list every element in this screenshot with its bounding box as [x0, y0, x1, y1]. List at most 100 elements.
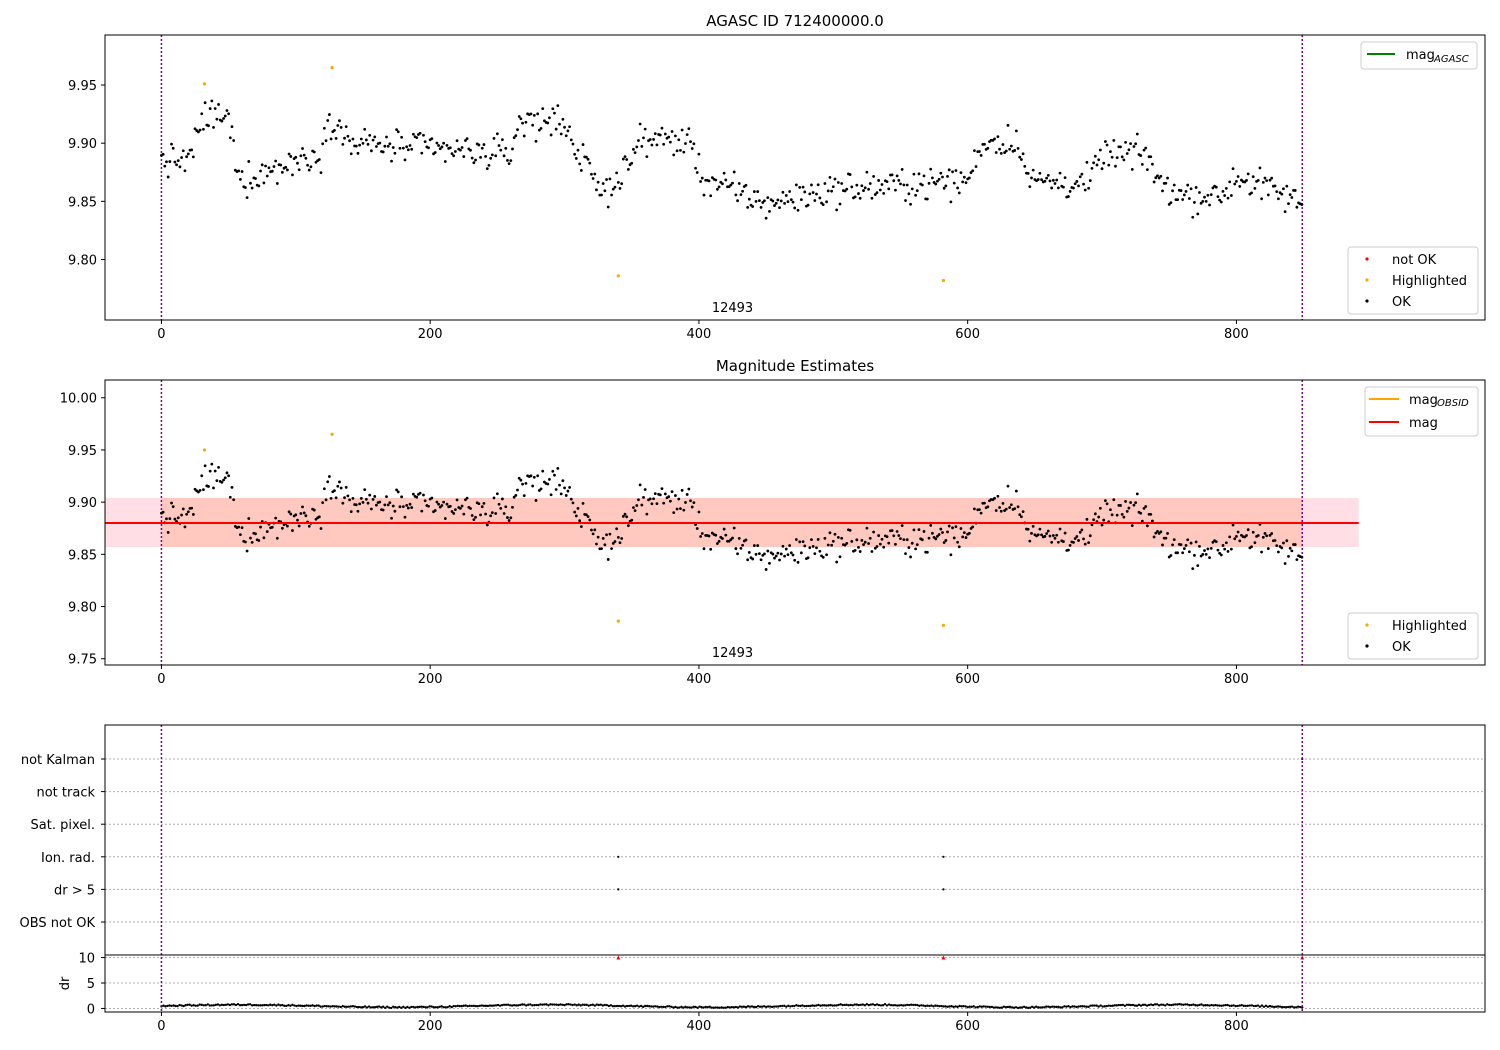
ok-point	[358, 502, 362, 506]
ok-point	[776, 551, 780, 555]
ok-point	[497, 144, 501, 147]
dr-point	[682, 1006, 685, 1009]
dr-point	[1111, 1004, 1114, 1007]
dr-point	[412, 1005, 415, 1009]
ok-point	[296, 161, 299, 165]
dr-point	[347, 1005, 351, 1008]
ok-point	[858, 196, 862, 200]
ok-point	[569, 138, 573, 142]
ok-point	[934, 182, 938, 186]
ok-point	[1224, 187, 1228, 190]
ok-point	[176, 159, 180, 163]
ok-point	[237, 525, 241, 529]
dr-point	[210, 1004, 214, 1007]
ok-point	[912, 528, 916, 532]
ok-point	[591, 177, 595, 180]
ok-point	[423, 499, 427, 503]
ok-point	[408, 502, 412, 506]
ok-point	[312, 150, 316, 154]
dr-point	[1012, 1006, 1016, 1009]
ok-point	[816, 183, 820, 187]
ok-point	[563, 486, 566, 490]
dr-point	[946, 1005, 949, 1008]
ok-point	[632, 147, 635, 151]
ok-point	[321, 501, 325, 505]
ok-point	[1245, 534, 1248, 537]
ok-point	[680, 128, 684, 132]
ok-point	[821, 203, 825, 207]
ok-point	[482, 501, 486, 505]
ok-point	[1120, 512, 1124, 516]
dr-point	[1028, 1006, 1032, 1009]
ok-point	[1006, 484, 1010, 488]
ok-point	[1062, 185, 1065, 189]
ok-point	[1218, 551, 1222, 555]
ok-point	[1290, 196, 1294, 199]
dr-point	[1004, 1005, 1008, 1009]
dr-point	[1085, 1005, 1088, 1008]
ok-point	[979, 511, 983, 515]
dr-point	[549, 1003, 552, 1006]
ok-point	[336, 484, 340, 488]
ok-point	[561, 479, 565, 483]
dr-point	[603, 1003, 607, 1007]
dr-point	[186, 1003, 189, 1007]
dr-point	[899, 1003, 903, 1007]
dr-point	[889, 1003, 893, 1007]
ok-point	[202, 488, 205, 492]
ok-point	[484, 154, 488, 158]
dr-point	[1250, 1004, 1254, 1007]
ok-point	[435, 141, 439, 145]
ok-point	[1127, 506, 1131, 510]
dr-point	[924, 1004, 927, 1008]
ok-point	[306, 163, 309, 167]
ok-point	[554, 127, 558, 131]
ok-point	[920, 183, 924, 187]
ok-point	[974, 165, 978, 168]
ok-point	[1290, 549, 1294, 553]
ok-point	[1149, 155, 1153, 159]
ok-point	[297, 168, 301, 172]
ok-point	[590, 172, 593, 176]
dr-point	[942, 1005, 945, 1008]
ok-point	[1151, 519, 1154, 523]
ok-point	[1142, 506, 1146, 510]
ok-point	[747, 551, 751, 554]
dr-point	[371, 1006, 375, 1009]
dr-point	[591, 1003, 594, 1006]
ok-point	[716, 187, 719, 191]
ok-point	[227, 112, 231, 116]
ok-point	[783, 201, 786, 205]
dr-point	[510, 1004, 514, 1007]
dr-point	[248, 1003, 252, 1006]
dr-point	[994, 1006, 998, 1009]
dr-point	[746, 1005, 750, 1008]
flag-point	[617, 888, 620, 891]
dr-point	[1039, 1006, 1042, 1009]
ok-point	[1075, 535, 1079, 538]
dr-point	[462, 1004, 465, 1007]
dr-point	[309, 1004, 312, 1008]
ok-point	[472, 161, 476, 165]
ok-point	[971, 169, 975, 173]
dr-point	[198, 1003, 201, 1006]
ok-point	[539, 487, 543, 491]
dr-point	[998, 1006, 1002, 1009]
ok-point	[1288, 546, 1292, 550]
dr-point	[1000, 1006, 1004, 1009]
ok-point	[942, 541, 946, 544]
ok-point	[427, 146, 430, 150]
dr-point	[700, 1006, 703, 1009]
ok-point	[605, 533, 608, 537]
ok-point	[638, 122, 642, 126]
ok-point	[1062, 540, 1065, 543]
ok-point	[850, 185, 854, 189]
dr-point	[581, 1003, 584, 1006]
x-tick-label: 0	[157, 327, 165, 342]
dr-point	[914, 1003, 917, 1007]
ok-point	[826, 543, 830, 547]
ok-point	[274, 159, 278, 163]
dr-point	[367, 1005, 371, 1008]
ok-point	[642, 136, 645, 140]
dr-point	[974, 1006, 977, 1009]
